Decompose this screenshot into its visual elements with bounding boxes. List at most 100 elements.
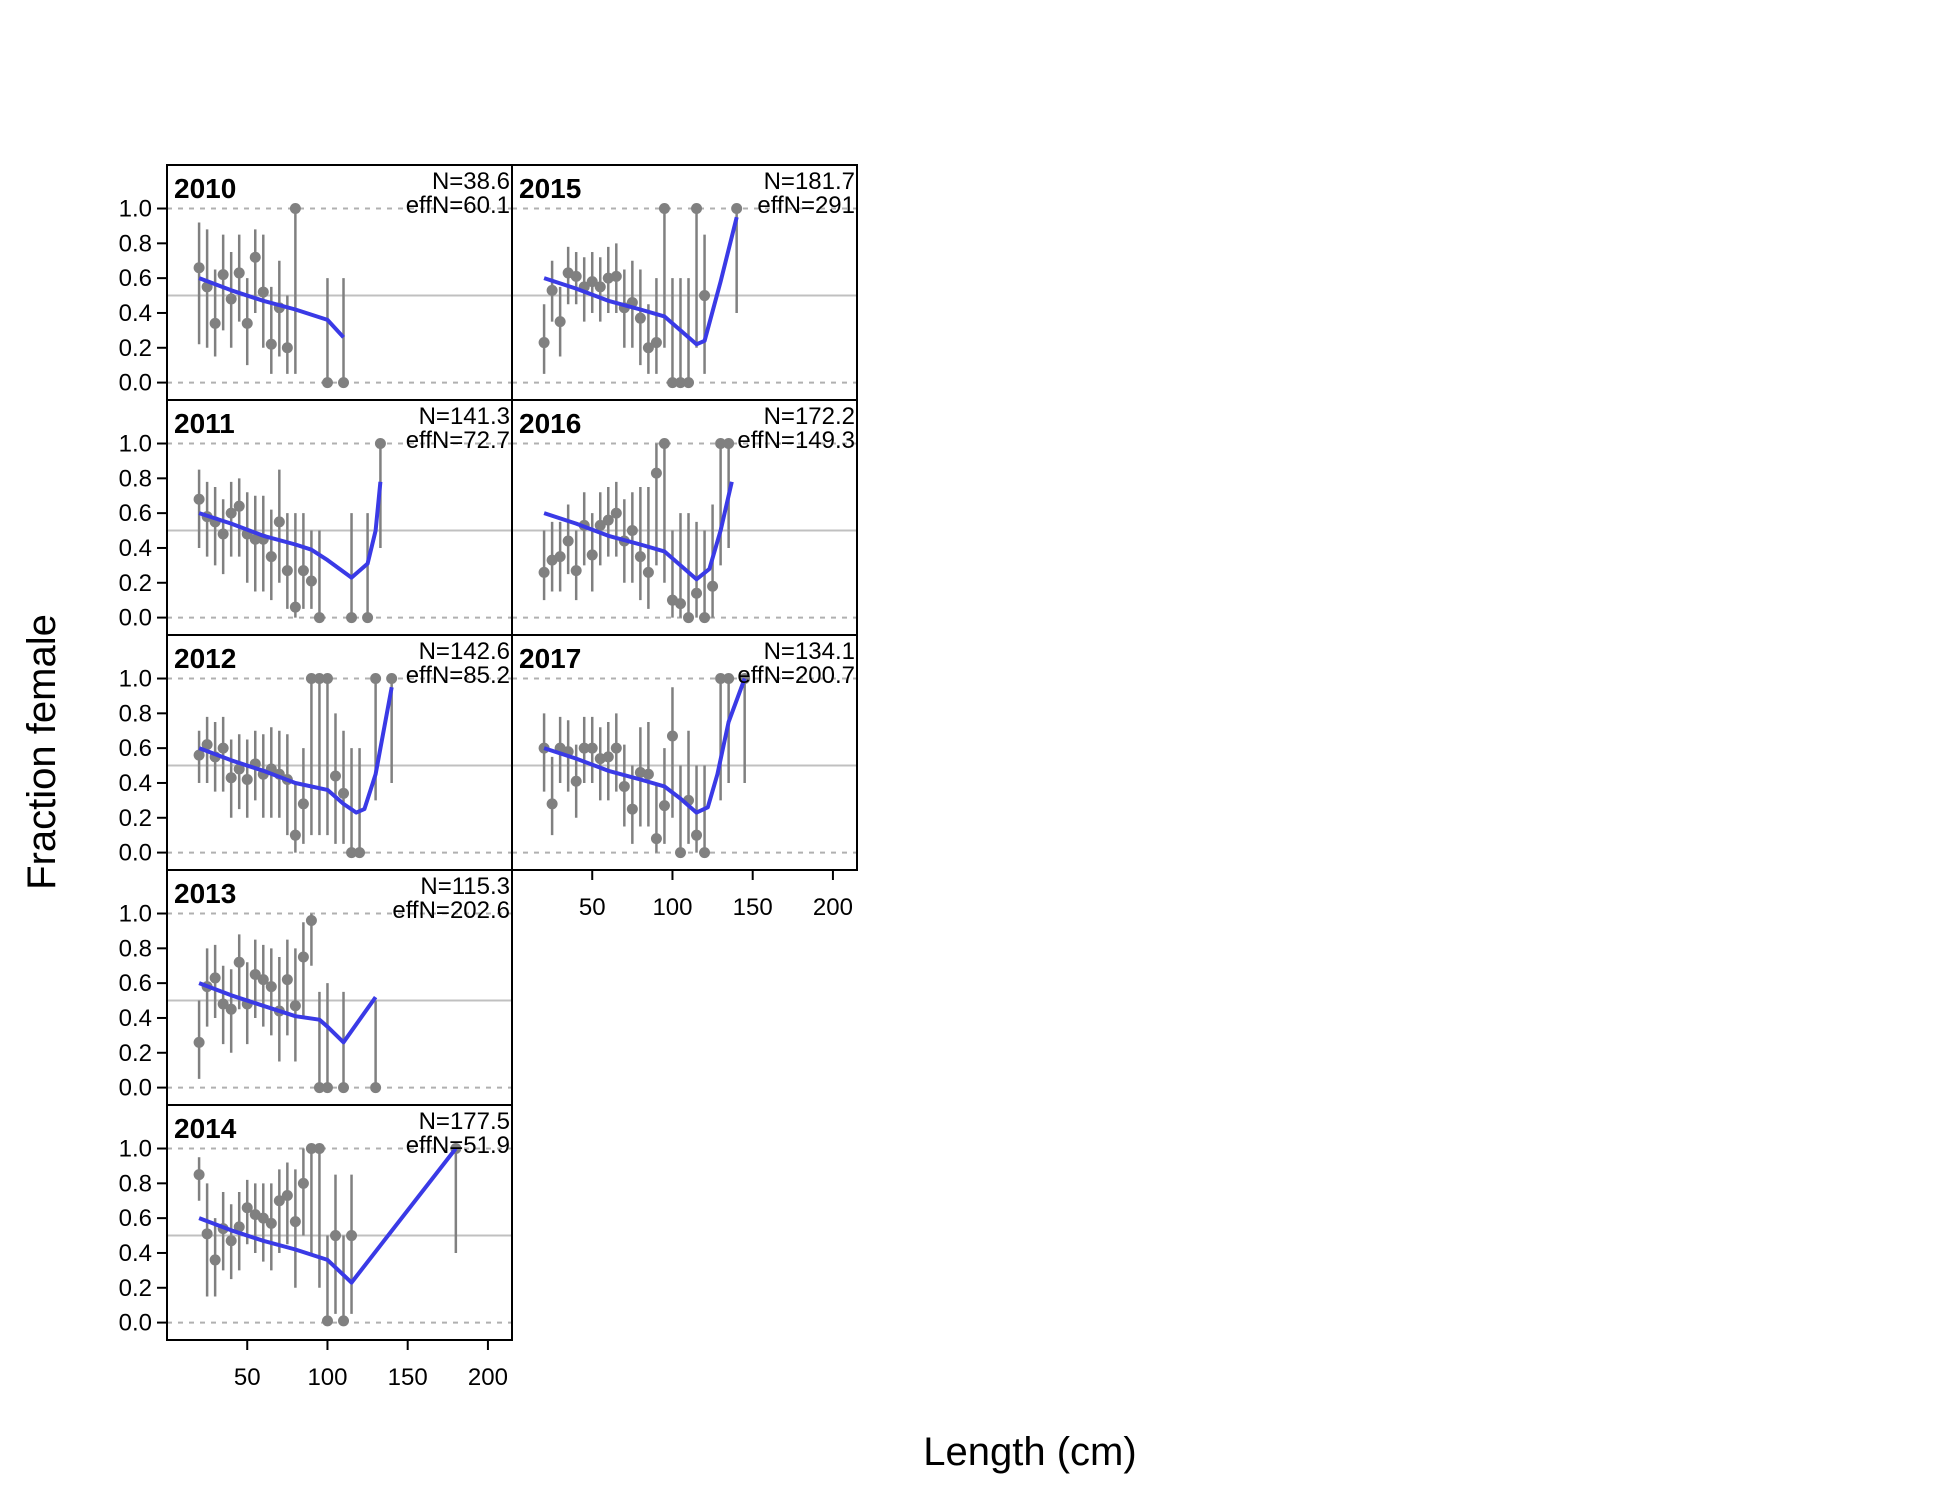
y-tick-label: 0.4	[119, 300, 152, 327]
data-point	[538, 337, 550, 349]
data-point	[666, 377, 678, 389]
y-tick-label: 0.6	[119, 500, 152, 527]
data-point	[289, 203, 301, 215]
panel-n-label: N=142.6	[419, 638, 510, 665]
x-tick-label: 100	[652, 894, 692, 921]
data-point	[610, 742, 622, 754]
data-point	[241, 317, 253, 329]
fit-line	[198, 686, 394, 815]
y-tick-label: 0.8	[119, 935, 152, 962]
data-point	[233, 1221, 245, 1233]
data-point	[281, 565, 293, 577]
data-point	[674, 377, 686, 389]
data-point	[233, 500, 245, 512]
panel-year-label: 2015	[519, 173, 581, 204]
data-point	[193, 262, 205, 274]
data-point	[297, 1177, 309, 1189]
y-tick-label: 0.2	[119, 1275, 152, 1302]
data-point	[658, 438, 670, 450]
data-point	[225, 507, 237, 519]
x-tick-label: 50	[579, 894, 606, 921]
data-point	[715, 438, 727, 450]
data-point	[233, 267, 245, 279]
panel-year-label: 2016	[519, 408, 581, 439]
y-tick-label: 0.2	[119, 335, 152, 362]
data-point	[281, 974, 293, 986]
data-point	[634, 312, 646, 324]
panel-effn-label: effN=202.6	[392, 897, 510, 924]
data-point	[650, 337, 662, 349]
data-point	[634, 551, 646, 563]
panel-year-label: 2017	[519, 643, 581, 674]
data-point	[225, 1235, 237, 1247]
data-point	[554, 316, 566, 328]
data-point	[683, 612, 695, 624]
data-point	[602, 751, 614, 763]
data-point	[257, 974, 269, 986]
data-point	[297, 798, 309, 810]
data-point	[683, 377, 695, 389]
fit-line	[198, 276, 345, 339]
data-point	[370, 1082, 382, 1094]
y-tick-label: 0.8	[119, 230, 152, 257]
data-point	[715, 673, 727, 685]
data-point	[691, 203, 703, 215]
panel-frame	[511, 634, 858, 871]
data-point	[209, 317, 221, 329]
y-tick-label: 0.8	[119, 1170, 152, 1197]
fit-line	[543, 677, 747, 815]
x-tick-label: 200	[468, 1364, 508, 1391]
y-tick-label: 1.0	[119, 666, 152, 693]
data-point	[338, 787, 350, 799]
data-point	[329, 1230, 341, 1242]
y-tick-label: 0.2	[119, 570, 152, 597]
data-point	[297, 565, 309, 577]
x-tick-label: 200	[813, 894, 853, 921]
data-point	[321, 1315, 333, 1327]
data-point	[658, 203, 670, 215]
data-point	[570, 565, 582, 577]
data-point	[538, 566, 550, 578]
y-tick-label: 0.6	[119, 1205, 152, 1232]
data-point	[193, 1169, 205, 1181]
data-point	[354, 847, 366, 859]
panel-n-label: N=177.5	[419, 1108, 510, 1135]
data-point	[225, 293, 237, 305]
data-point	[313, 673, 325, 685]
data-point	[674, 598, 686, 610]
data-point	[193, 1036, 205, 1048]
data-point	[386, 673, 398, 685]
x-tick-label: 50	[234, 1364, 261, 1391]
fit-line	[198, 481, 383, 580]
data-point	[586, 549, 598, 561]
data-point	[249, 968, 261, 980]
data-point	[289, 1000, 301, 1012]
data-point	[313, 1082, 325, 1094]
data-point	[289, 1216, 301, 1228]
data-point	[618, 780, 630, 792]
data-point	[699, 612, 711, 624]
data-point	[241, 773, 253, 785]
data-point	[193, 749, 205, 761]
data-point	[321, 1082, 333, 1094]
data-point	[225, 1003, 237, 1015]
data-point	[209, 972, 221, 984]
y-tick-label: 0.4	[119, 770, 152, 797]
data-point	[346, 847, 358, 859]
data-point	[305, 575, 317, 587]
panel-n-label: N=181.7	[764, 168, 855, 195]
data-point	[217, 528, 229, 540]
data-point	[289, 829, 301, 841]
data-point	[642, 342, 654, 354]
y-tick-label: 0.0	[119, 370, 152, 397]
data-point	[362, 612, 374, 624]
data-point	[570, 270, 582, 282]
data-point	[321, 377, 333, 389]
x-axis-title: Length (cm)	[923, 1430, 1136, 1474]
data-point	[610, 507, 622, 519]
data-point	[249, 251, 261, 263]
